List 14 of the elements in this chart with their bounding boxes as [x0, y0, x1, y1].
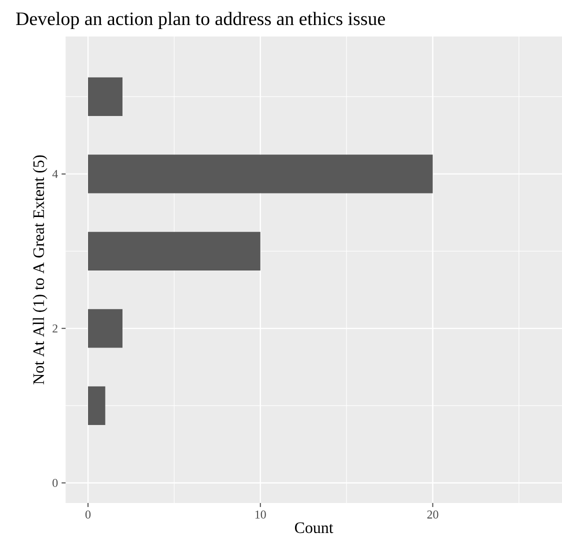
- bar: [88, 232, 260, 271]
- bar: [88, 77, 122, 116]
- chart-title: Develop an action plan to address an ethics issue: [16, 12, 385, 30]
- x-tick-label: 20: [427, 510, 438, 519]
- x-axis-title: Count: [294, 522, 334, 534]
- x-tick-label: 10: [255, 510, 266, 519]
- y-axis-title: Not At All (1) to A Great Extent (5): [32, 155, 48, 384]
- bar: [88, 309, 122, 348]
- y-tick-label: 4: [52, 170, 58, 178]
- y-tick-label: 0: [52, 478, 58, 487]
- bar: [88, 154, 433, 194]
- bar: [88, 386, 106, 425]
- x-tick-label: 0: [85, 510, 91, 519]
- y-tick-label: 2: [52, 324, 58, 332]
